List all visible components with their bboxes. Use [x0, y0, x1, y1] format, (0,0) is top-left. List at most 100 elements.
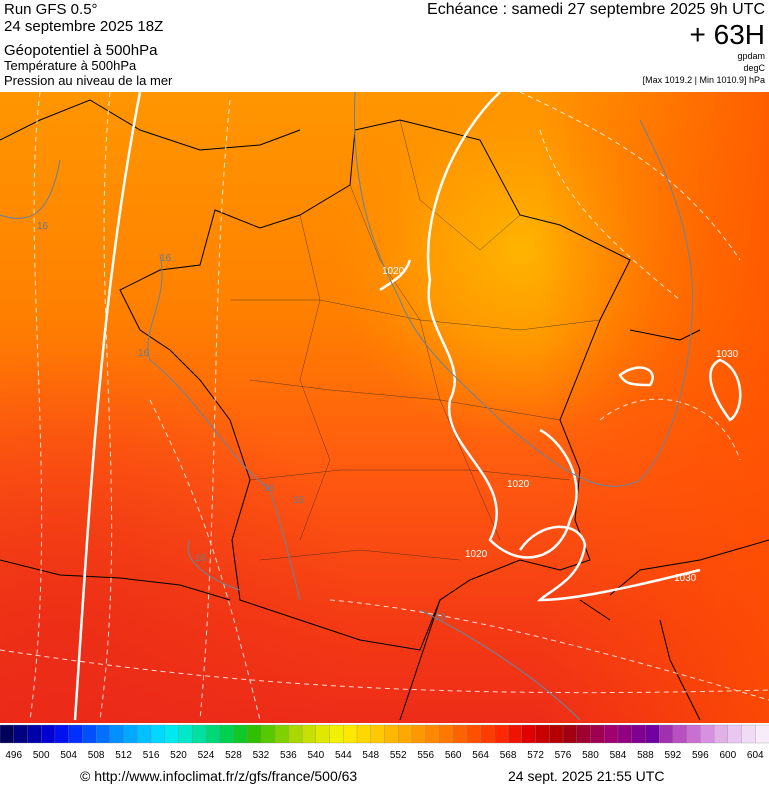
legend-cell — [658, 724, 674, 744]
legend-label: 528 — [225, 750, 242, 761]
legend-cell — [480, 724, 495, 744]
legend-cell — [384, 724, 399, 744]
legend-cell — [713, 724, 729, 744]
legend-cell — [453, 724, 468, 744]
legend-label: 508 — [88, 750, 105, 761]
legend-cell — [150, 724, 166, 744]
legend-cell — [329, 724, 344, 744]
unit: degC — [743, 63, 765, 73]
legend-cell — [645, 724, 660, 744]
legend-cell — [576, 724, 591, 744]
contour-label: 16 — [37, 221, 49, 232]
contour-label: 16 — [195, 553, 207, 564]
contour-label: 16 — [435, 612, 447, 623]
contour-label: 16 — [138, 348, 150, 359]
contour-label: 1030 — [716, 349, 739, 360]
legend-label: 584 — [610, 750, 627, 761]
legend-cell — [68, 724, 83, 744]
legend-label: 596 — [692, 750, 709, 761]
legend-label: 536 — [280, 750, 297, 761]
legend-label: 556 — [417, 750, 434, 761]
legend-cell — [27, 724, 42, 744]
legend-label: 592 — [665, 750, 682, 761]
legend-cell — [521, 724, 537, 744]
unit: gpdam — [737, 51, 765, 61]
field-subtitle: Pression au niveau de la mer — [4, 73, 173, 88]
legend-cell — [41, 724, 56, 744]
field-subtitle: Température à 500hPa — [4, 58, 137, 73]
legend-cell — [274, 724, 289, 744]
legend-label: 576 — [555, 750, 572, 761]
timestamp: 24 sept. 2025 21:55 UTC — [508, 768, 664, 784]
legend-cell — [686, 724, 701, 744]
legend-label: 512 — [115, 750, 132, 761]
contour-label: 1020 — [507, 479, 530, 490]
contour-label: 1020 — [465, 549, 488, 560]
contour-label: 16 — [293, 495, 305, 506]
legend-cell — [260, 724, 276, 744]
legend-cell — [617, 724, 633, 744]
legend-label: 604 — [747, 750, 764, 761]
legend-label: 588 — [637, 750, 654, 761]
legend-cell — [562, 724, 578, 744]
legend-cell — [411, 724, 427, 744]
legend-cell — [164, 724, 179, 744]
contour-label: 16 — [160, 253, 172, 264]
legend-label: 524 — [198, 750, 215, 761]
legend-cell — [727, 724, 742, 744]
range: [Max 1019.2 | Min 1010.9] hPa — [643, 75, 765, 85]
legend-label: 568 — [500, 750, 517, 761]
legend-cell — [466, 724, 482, 744]
legend-label: 504 — [60, 750, 77, 761]
legend-cell — [494, 724, 509, 744]
legend-cell — [755, 724, 769, 744]
legend-label: 500 — [33, 750, 50, 761]
legend-label: 560 — [445, 750, 462, 761]
legend-cell — [247, 724, 262, 744]
legend-cell — [123, 724, 138, 744]
legend-cell — [535, 724, 550, 744]
legend-cell — [315, 724, 331, 744]
legend-cell — [439, 724, 454, 744]
legend-cell — [672, 724, 688, 744]
contour-label: 1030 — [674, 573, 697, 584]
legend-cell — [507, 724, 523, 744]
valid-time: Echéance : samedi 27 septembre 2025 9h U… — [427, 1, 765, 18]
legend-label: 548 — [362, 750, 379, 761]
legend-label: 564 — [472, 750, 489, 761]
legend-cell — [549, 724, 564, 744]
legend-cell — [356, 724, 372, 744]
legend-label: 600 — [719, 750, 736, 761]
legend-cell — [205, 724, 221, 744]
legend-label: 516 — [143, 750, 160, 761]
legend-cell — [13, 724, 28, 744]
field-title: Géopotentiel à 500hPa — [4, 42, 158, 59]
legend-cell — [219, 724, 234, 744]
source: © http://www.infoclimat.fr/z/gfs/france/… — [80, 768, 357, 784]
legend-cell — [109, 724, 125, 744]
legend-cell — [425, 724, 440, 744]
legend-cell — [631, 724, 646, 744]
legend-cell — [370, 724, 385, 744]
footer: © http://www.infoclimat.fr/z/gfs/france/… — [80, 768, 664, 784]
legend-cell — [178, 724, 193, 744]
legend-cell — [192, 724, 207, 744]
legend-cell — [398, 724, 413, 744]
legend-label: 520 — [170, 750, 187, 761]
legend-cell — [741, 724, 756, 744]
legend-cell — [137, 724, 152, 744]
header: Run GFS 0.5° 24 septembre 2025 18Z Géopo… — [4, 1, 766, 88]
legend-cell — [82, 724, 97, 744]
legend-cell — [590, 724, 605, 744]
contour-label: 1020 — [382, 266, 405, 277]
run: Run GFS 0.5° — [4, 1, 98, 18]
legend-cell — [288, 724, 303, 744]
legend-cell — [54, 724, 70, 744]
legend-label: 532 — [253, 750, 270, 761]
legend-cell — [301, 724, 317, 744]
legend-label: 496 — [5, 750, 22, 761]
color-legend: 496 500 504 508 512 516 520 524 528 532 536 540 544 5… — [0, 724, 769, 761]
legend-cell — [0, 724, 15, 744]
